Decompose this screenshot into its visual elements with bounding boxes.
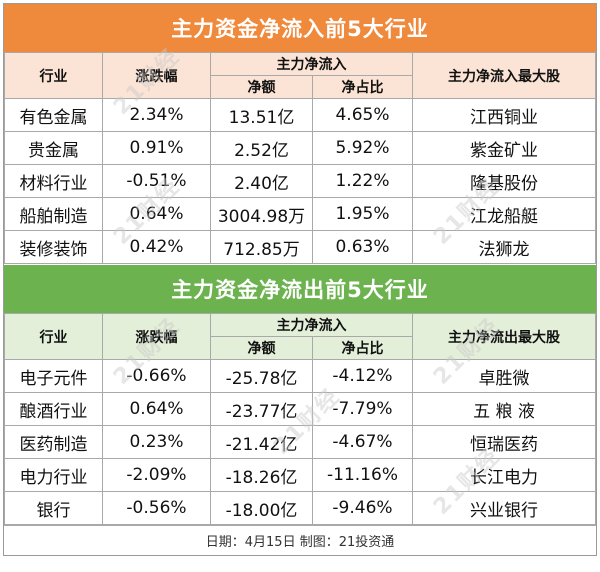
change-cell: 0.42% bbox=[102, 230, 211, 264]
header-industry: 行业 bbox=[4, 52, 103, 99]
stock-cell: 恒瑞医药 bbox=[412, 425, 596, 459]
header-top-stock: 主力净流出最大股 bbox=[412, 313, 596, 360]
ratio-cell: -4.12% bbox=[312, 359, 413, 393]
amount-cell: 712.85万 bbox=[210, 230, 313, 264]
header-net-ratio: 净占比 bbox=[312, 336, 413, 360]
amount-cell: -18.00亿 bbox=[210, 491, 313, 525]
change-cell: 0.64% bbox=[102, 392, 211, 426]
ratio-cell: 0.63% bbox=[312, 230, 413, 264]
footer-credit: 日期：4月15日 制图：21投资通 bbox=[4, 525, 596, 555]
industry-cell: 贵金属 bbox=[4, 131, 103, 165]
industry-cell: 医药制造 bbox=[4, 425, 103, 459]
header-industry: 行业 bbox=[4, 313, 103, 360]
ratio-cell: -4.67% bbox=[312, 425, 413, 459]
ratio-cell: -7.79% bbox=[312, 392, 413, 426]
table-row: 医药制造 0.23% -21.42亿 -4.67% 恒瑞医药 bbox=[4, 425, 596, 459]
stock-cell: 法狮龙 bbox=[412, 230, 596, 264]
change-cell: 0.23% bbox=[102, 425, 211, 459]
amount-cell: -23.77亿 bbox=[210, 392, 313, 426]
industry-cell: 有色金属 bbox=[4, 98, 103, 132]
table-row: 电力行业 -2.09% -18.26亿 -11.16% 长江电力 bbox=[4, 458, 596, 492]
inflow-table: 行业 涨跌幅 主力净流入 主力净流入最大股 净额 净占比 有色金属 2.34% … bbox=[4, 52, 596, 264]
amount-cell: 2.40亿 bbox=[210, 164, 313, 198]
outflow-header-row: 行业 涨跌幅 主力净流入 主力净流出最大股 bbox=[4, 313, 596, 360]
header-net-amount: 净额 bbox=[210, 75, 313, 99]
stock-cell: 卓胜微 bbox=[412, 359, 596, 393]
inflow-title: 主力资金净流入前5大行业 bbox=[4, 4, 596, 52]
table-row: 材料行业 -0.51% 2.40亿 1.22% 隆基股份 bbox=[4, 164, 596, 198]
money-flow-table: 主力资金净流入前5大行业 行业 涨跌幅 主力净流入 主力净流入最大股 净额 净占… bbox=[3, 3, 597, 556]
outflow-title: 主力资金净流出前5大行业 bbox=[4, 264, 596, 313]
header-main-net: 主力净流入 bbox=[210, 313, 413, 337]
industry-cell: 装修装饰 bbox=[4, 230, 103, 264]
change-cell: 0.64% bbox=[102, 197, 211, 231]
ratio-cell: 1.22% bbox=[312, 164, 413, 198]
industry-cell: 银行 bbox=[4, 491, 103, 525]
industry-cell: 电子元件 bbox=[4, 359, 103, 393]
header-change: 涨跌幅 bbox=[102, 313, 211, 360]
change-cell: -2.09% bbox=[102, 458, 211, 492]
outflow-table: 行业 涨跌幅 主力净流入 主力净流出最大股 净额 净占比 电子元件 -0.66%… bbox=[4, 313, 596, 525]
change-cell: -0.51% bbox=[102, 164, 211, 198]
amount-cell: 13.51亿 bbox=[210, 98, 313, 132]
inflow-header-row: 行业 涨跌幅 主力净流入 主力净流入最大股 bbox=[4, 52, 596, 99]
table-row: 船舶制造 0.64% 3004.98万 1.95% 江龙船艇 bbox=[4, 197, 596, 231]
outflow-subheader-row: 净额 净占比 bbox=[5, 336, 596, 360]
amount-cell: 3004.98万 bbox=[210, 197, 313, 231]
industry-cell: 酿酒行业 bbox=[4, 392, 103, 426]
industry-cell: 船舶制造 bbox=[4, 197, 103, 231]
industry-cell: 材料行业 bbox=[4, 164, 103, 198]
header-main-net: 主力净流入 bbox=[210, 52, 413, 76]
table-row: 装修装饰 0.42% 712.85万 0.63% 法狮龙 bbox=[4, 230, 596, 264]
ratio-cell: 4.65% bbox=[312, 98, 413, 132]
change-cell: 2.34% bbox=[102, 98, 211, 132]
table-row: 酿酒行业 0.64% -23.77亿 -7.79% 五 粮 液 bbox=[4, 392, 596, 426]
ratio-cell: -11.16% bbox=[312, 458, 413, 492]
header-change: 涨跌幅 bbox=[102, 52, 211, 99]
industry-cell: 电力行业 bbox=[4, 458, 103, 492]
table-row: 电子元件 -0.66% -25.78亿 -4.12% 卓胜微 bbox=[4, 359, 596, 393]
stock-cell: 长江电力 bbox=[412, 458, 596, 492]
header-net-amount: 净额 bbox=[210, 336, 313, 360]
table-row: 有色金属 2.34% 13.51亿 4.65% 江西铜业 bbox=[4, 98, 596, 132]
table-row: 银行 -0.56% -18.00亿 -9.46% 兴业银行 bbox=[4, 491, 596, 525]
amount-cell: 2.52亿 bbox=[210, 131, 313, 165]
ratio-cell: 1.95% bbox=[312, 197, 413, 231]
change-cell: 0.91% bbox=[102, 131, 211, 165]
change-cell: -0.56% bbox=[102, 491, 211, 525]
header-top-stock: 主力净流入最大股 bbox=[412, 52, 596, 99]
stock-cell: 江西铜业 bbox=[412, 98, 596, 132]
amount-cell: -25.78亿 bbox=[210, 359, 313, 393]
stock-cell: 五 粮 液 bbox=[412, 392, 596, 426]
stock-cell: 兴业银行 bbox=[412, 491, 596, 525]
ratio-cell: 5.92% bbox=[312, 131, 413, 165]
table-row: 贵金属 0.91% 2.52亿 5.92% 紫金矿业 bbox=[4, 131, 596, 165]
amount-cell: -21.42亿 bbox=[210, 425, 313, 459]
ratio-cell: -9.46% bbox=[312, 491, 413, 525]
header-net-ratio: 净占比 bbox=[312, 75, 413, 99]
stock-cell: 隆基股份 bbox=[412, 164, 596, 198]
stock-cell: 江龙船艇 bbox=[412, 197, 596, 231]
stock-cell: 紫金矿业 bbox=[412, 131, 596, 165]
amount-cell: -18.26亿 bbox=[210, 458, 313, 492]
change-cell: -0.66% bbox=[102, 359, 211, 393]
